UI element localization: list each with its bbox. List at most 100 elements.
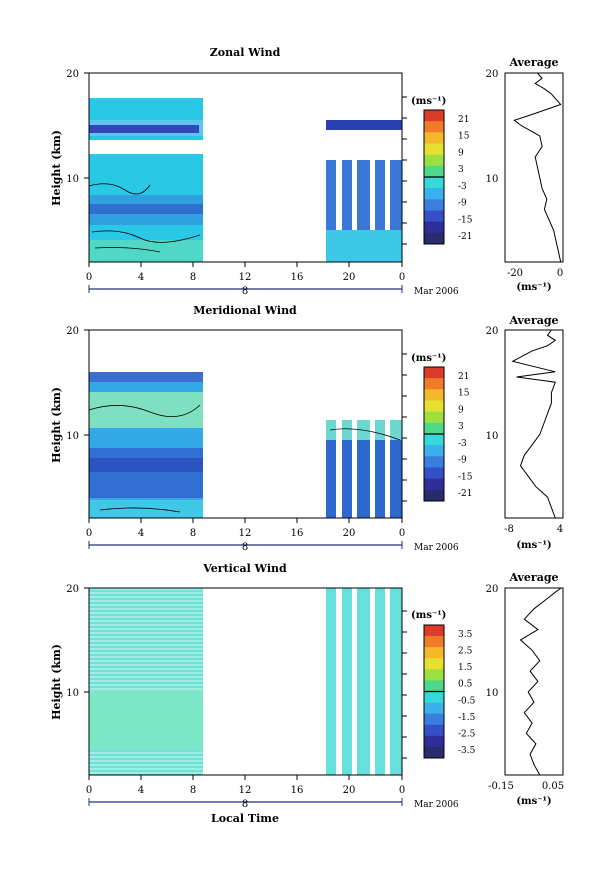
x-tick-label: 20 xyxy=(343,528,356,539)
x-tick-label: 20 xyxy=(343,785,356,796)
profile-y-tick: 10 xyxy=(486,174,499,185)
x-tick-label: 16 xyxy=(291,785,304,796)
colorbar-tick-label: -21 xyxy=(458,232,473,242)
y-tick-label: 20 xyxy=(66,584,79,595)
colorbar-swatch xyxy=(424,647,444,659)
y-tick-label: 10 xyxy=(66,431,79,442)
x-tick-label: 16 xyxy=(291,528,304,539)
panel-title: Vertical Wind xyxy=(202,562,287,575)
x-axis-label: Local Time xyxy=(211,812,279,825)
profile-frame xyxy=(504,329,564,519)
day-label: 8 xyxy=(242,542,248,553)
dynamic-marks: 21 15 9 3 -3 -9 -15 -21 21 15 9 3 -3 -9 -15 -21 3.5 2.5 1.… xyxy=(423,72,562,776)
colorbar-tick-label: 3 xyxy=(458,165,464,175)
heatmap-band xyxy=(89,140,203,154)
colorbar-tick-label: -2.5 xyxy=(458,730,476,740)
colorbar-tick-label: 15 xyxy=(458,132,470,142)
profile-x-label: (ms⁻¹) xyxy=(516,282,551,293)
colorbar-tick-label: -15 xyxy=(458,215,473,225)
colorbar-swatch xyxy=(424,210,444,223)
heatmap-area xyxy=(88,98,402,262)
y-axis-label: Height (km) xyxy=(50,387,63,463)
colorbar-swatch xyxy=(424,478,444,491)
colorbar-unit: (ms⁻¹) xyxy=(411,610,446,621)
x-tick-label: 20 xyxy=(343,272,356,283)
heatmap-area xyxy=(89,588,402,775)
colorbar-tick-label: 3 xyxy=(458,422,464,432)
x-tick-label: 0 xyxy=(399,272,405,283)
colorbar-swatch xyxy=(424,636,444,648)
panel-meridional: Meridional Wind 20 10 Height (km) xyxy=(50,304,564,553)
y-tick-label: 20 xyxy=(66,326,79,337)
profile-x-tick: -8 xyxy=(504,524,514,535)
colorbar-swatch xyxy=(424,400,444,413)
profile-y-tick: 20 xyxy=(486,326,499,337)
heatmap-gap xyxy=(336,400,342,518)
heatmap-gap xyxy=(370,400,375,518)
heatmap-gap xyxy=(385,140,390,262)
y-ticks xyxy=(84,587,407,759)
date-label: Mar 2006 xyxy=(414,800,459,810)
panel-title: Zonal Wind xyxy=(210,46,281,59)
x-tick-label: 12 xyxy=(239,785,252,796)
date-label: Mar 2006 xyxy=(414,287,459,297)
colorbar-swatch xyxy=(424,735,444,748)
x-tick-label: 12 xyxy=(239,528,252,539)
colorbar-swatch xyxy=(424,411,444,424)
profile-x-tick: 4 xyxy=(557,524,563,535)
heatmap-gap xyxy=(370,140,375,262)
heatmap-band xyxy=(89,392,203,428)
colorbar-tick-label: -21 xyxy=(458,489,473,499)
x-tick-label: 8 xyxy=(190,272,196,283)
profile-line xyxy=(519,587,562,776)
heatmap-band xyxy=(89,372,203,382)
heatmap-gap xyxy=(352,400,357,518)
profile-x-tick: -0.15 xyxy=(488,781,514,792)
colorbar-swatch xyxy=(424,422,444,435)
colorbar-swatch xyxy=(424,232,444,245)
heatmap-gap xyxy=(336,140,342,262)
date-axis-marker xyxy=(88,798,403,806)
profile-title: Average xyxy=(508,571,558,584)
colorbar-swatch xyxy=(424,110,444,122)
x-tick-label: 12 xyxy=(239,272,252,283)
x-tick-label: 8 xyxy=(190,785,196,796)
x-tick-label: 8 xyxy=(190,528,196,539)
colorbar-tick-label: 9 xyxy=(458,148,464,158)
colorbar-swatch xyxy=(424,389,444,401)
profile-y-tick: 10 xyxy=(486,688,499,699)
colorbar-tick-label: -3.5 xyxy=(458,746,476,756)
heatmap-gap xyxy=(370,588,375,775)
colorbar-tick-label: 9 xyxy=(458,405,464,415)
y-ticks xyxy=(84,329,407,502)
y-ticks xyxy=(84,72,407,245)
profile-x-tick: -20 xyxy=(507,268,523,279)
colorbar-unit: (ms⁻¹) xyxy=(411,353,446,364)
colorbar-swatch xyxy=(424,177,444,189)
colorbar-tick-label: -3 xyxy=(458,182,467,192)
date-axis-marker xyxy=(88,285,403,293)
profile-plot: Average 20 10 -20 0 (ms⁻¹) xyxy=(486,56,564,293)
y-tick-label: 20 xyxy=(66,69,79,80)
colorbar-swatch xyxy=(424,456,444,468)
colorbar: (ms⁻¹) xyxy=(411,353,446,364)
x-tick-label: 4 xyxy=(138,785,144,796)
colorbar-tick-label: 2.5 xyxy=(458,646,473,656)
profile-plot: Average 20 10 -8 4 (ms⁻¹) xyxy=(486,314,564,551)
profile-x-label: (ms⁻¹) xyxy=(516,540,551,551)
colorbar-swatch xyxy=(424,121,444,133)
colorbar-swatch xyxy=(424,154,444,167)
colorbar-tick-label: -0.5 xyxy=(458,696,476,706)
profile-y-tick: 20 xyxy=(486,584,499,595)
colorbar-swatch xyxy=(424,188,444,200)
profile-frame xyxy=(504,587,564,776)
y-axis-label: Height (km) xyxy=(50,130,63,206)
colorbar-swatch xyxy=(424,165,444,178)
colorbar-swatch xyxy=(424,746,444,759)
heatmap-band xyxy=(89,458,203,472)
colorbar-swatch xyxy=(424,702,444,715)
colorbar-tick-label: -1.5 xyxy=(458,713,476,723)
colorbar-swatch xyxy=(424,445,444,457)
heatmap-gap xyxy=(352,140,357,262)
x-tick-label: 0 xyxy=(399,785,405,796)
